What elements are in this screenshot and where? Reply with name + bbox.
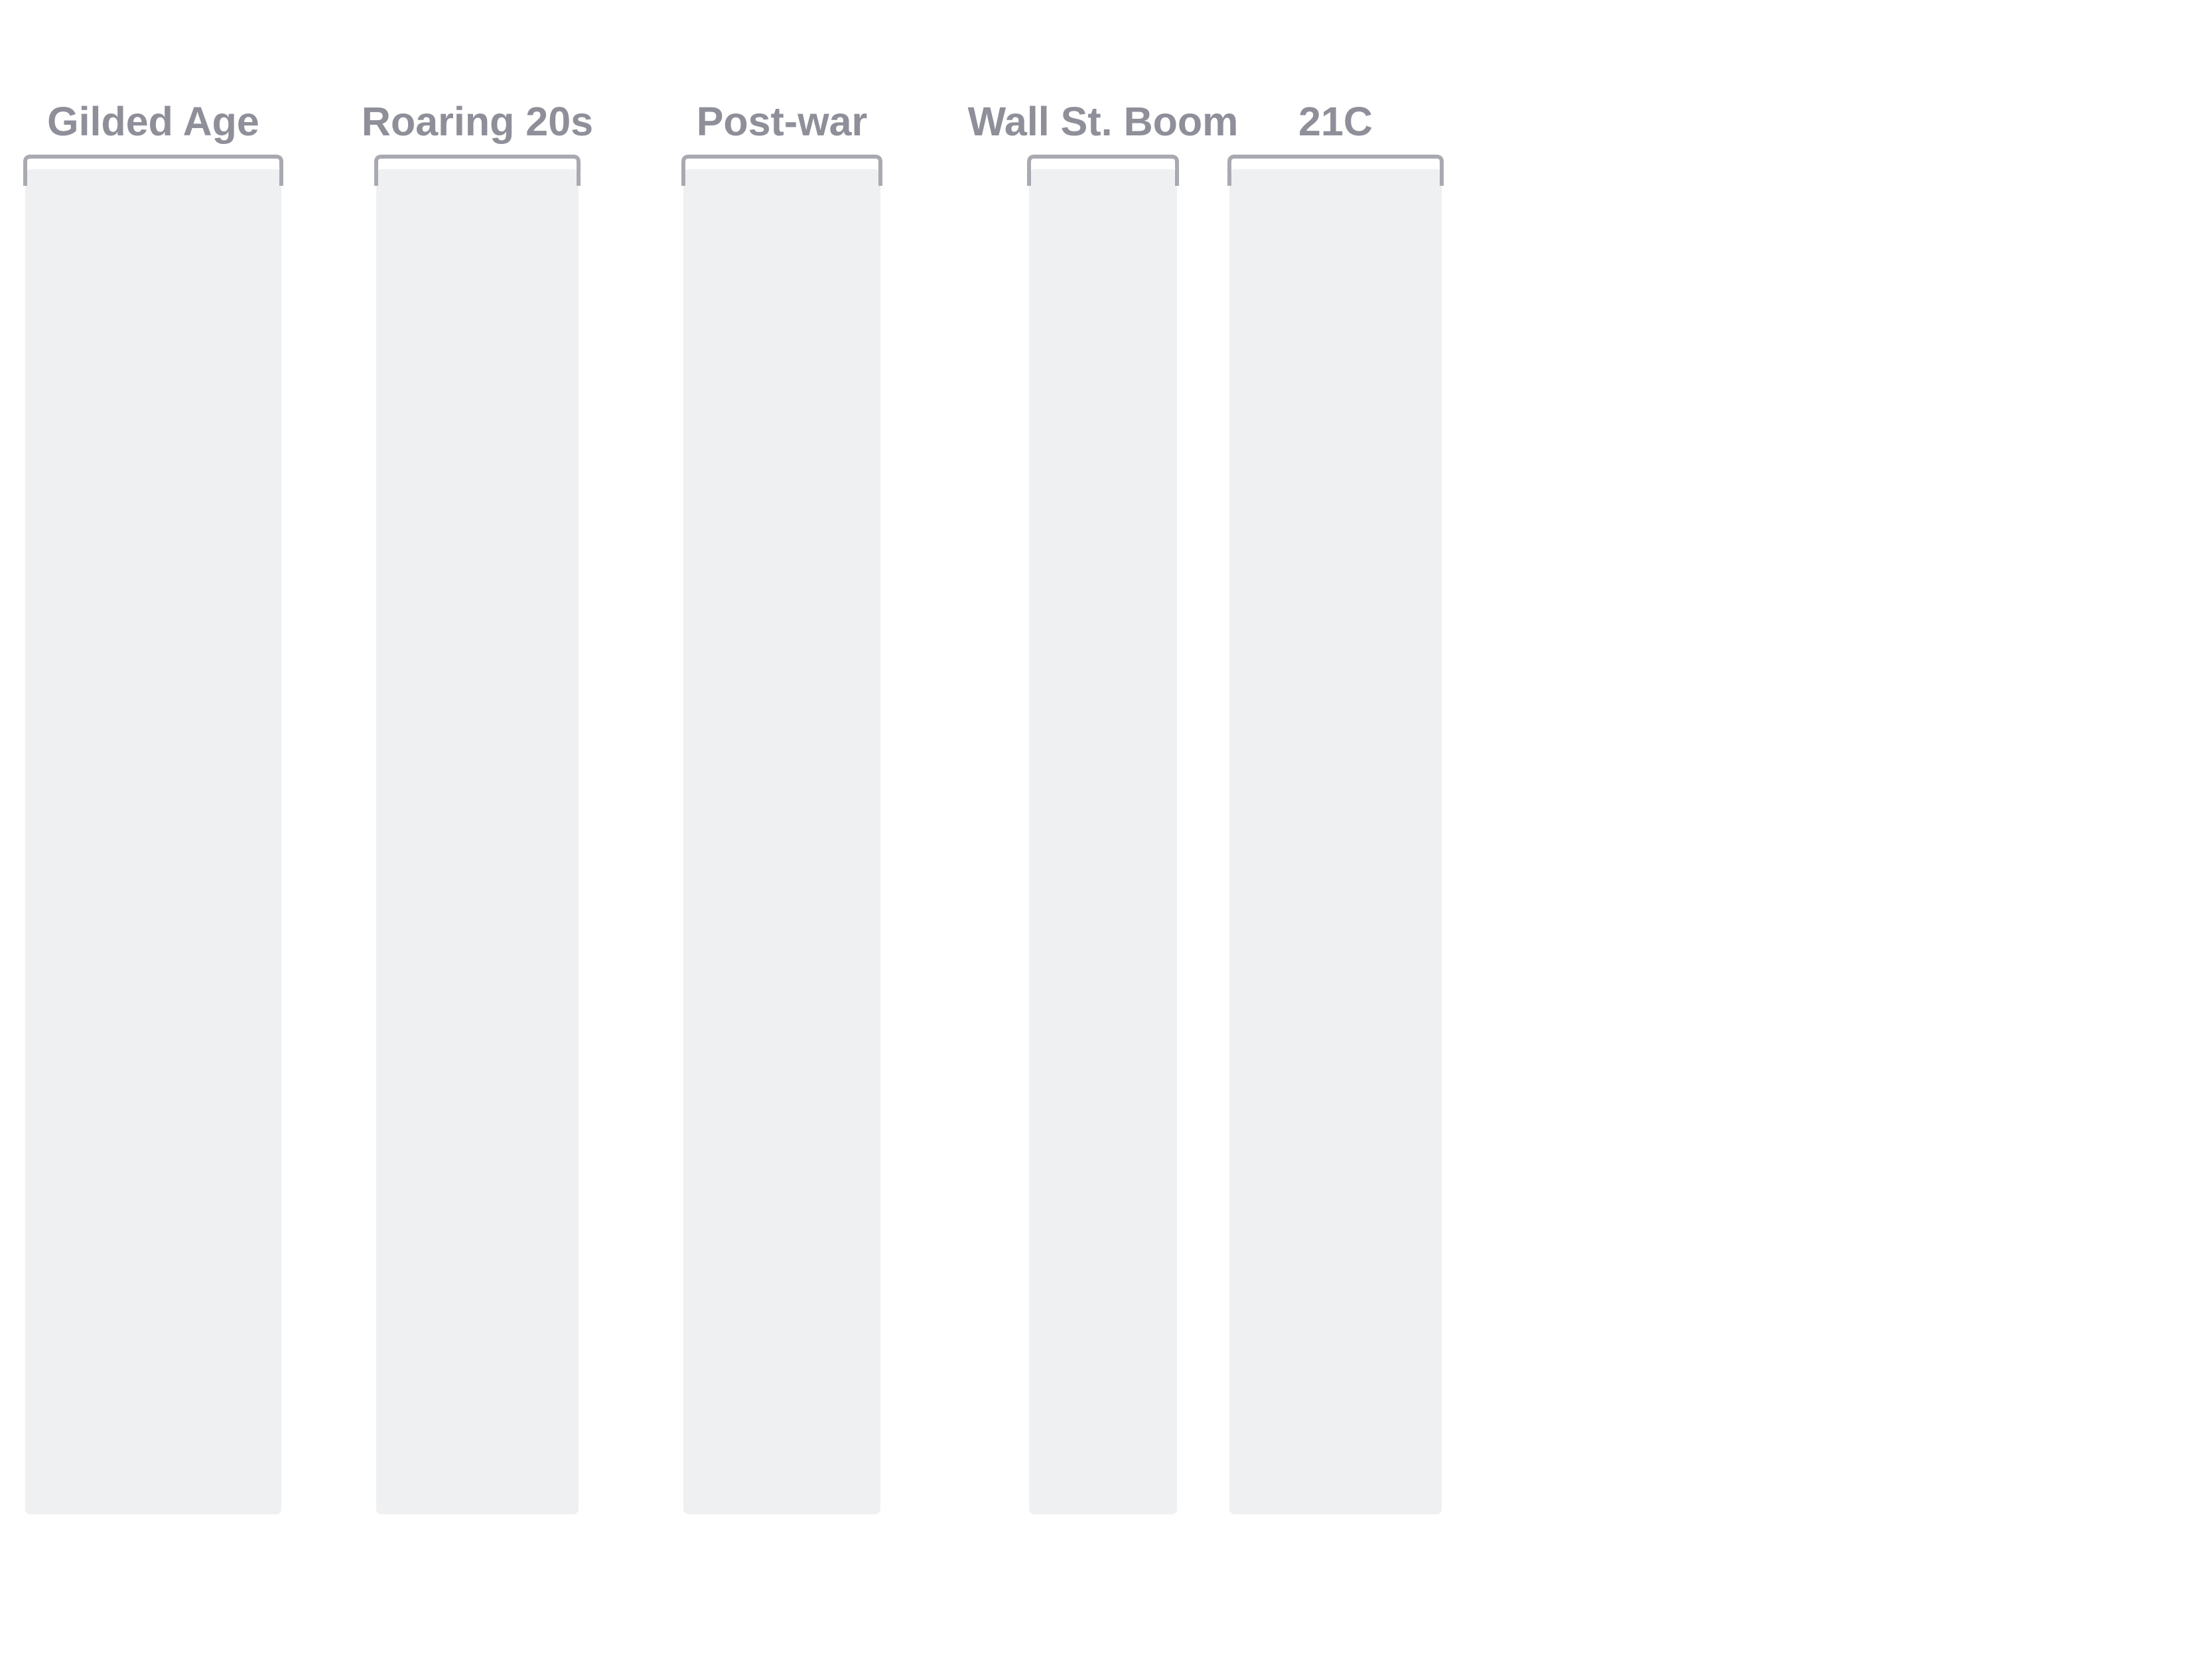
era-band-post-war bbox=[683, 169, 880, 1514]
era-labels: Gilded Age Roaring 20s Post-war Wall St.… bbox=[47, 99, 1373, 144]
era-band-roaring-20s bbox=[376, 169, 579, 1514]
era-bracket-gilded-age bbox=[23, 155, 283, 186]
era-bracket-post-war bbox=[681, 155, 882, 186]
era-bracket-21c bbox=[1227, 155, 1444, 186]
era-bracket-roaring-20s bbox=[374, 155, 581, 186]
era-label-roaring-20s: Roaring 20s bbox=[362, 99, 593, 144]
era-brackets bbox=[23, 155, 1444, 186]
era-band-gilded-age bbox=[25, 169, 281, 1514]
era-bracket-wall-st-boom bbox=[1027, 155, 1179, 186]
era-bands bbox=[25, 169, 1442, 1514]
era-band-wall-st-boom bbox=[1029, 169, 1177, 1514]
era-label-gilded-age: Gilded Age bbox=[47, 99, 259, 144]
era-label-21c: 21C bbox=[1298, 99, 1373, 144]
era-band-21c bbox=[1229, 169, 1442, 1514]
era-label-post-war: Post-war bbox=[697, 99, 868, 144]
era-label-wall-st-boom: Wall St. Boom bbox=[968, 99, 1239, 144]
